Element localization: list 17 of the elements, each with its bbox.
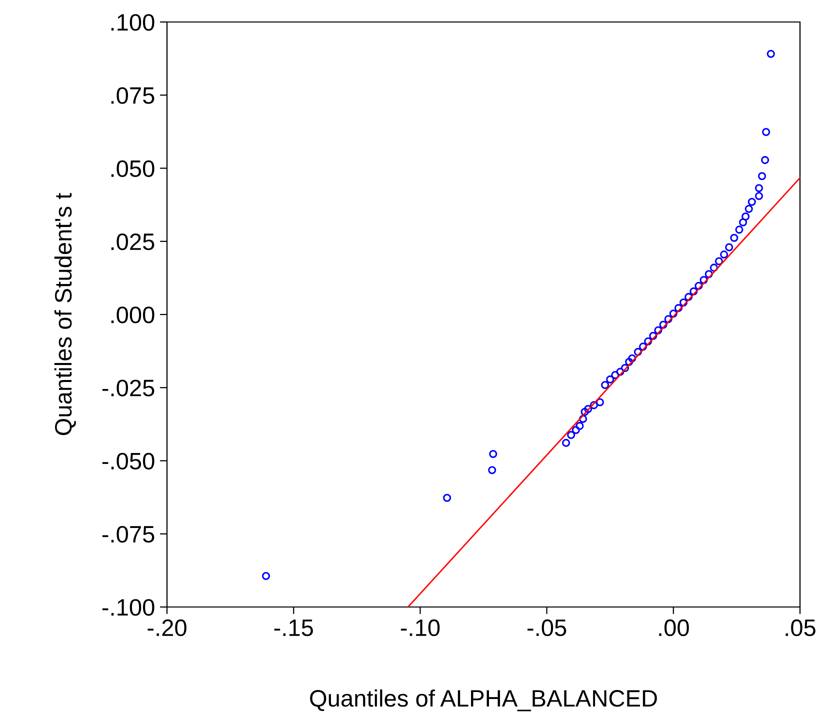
x-tick-label: -.15 (274, 620, 313, 636)
y-tick-label: -.025 (102, 380, 154, 396)
x-axis-title: Quantiles of ALPHA_BALANCED (310, 689, 657, 712)
y-tick-label: -.075 (102, 526, 154, 543)
y-tick-label: .075 (111, 87, 154, 104)
x-tick-label: -.20 (148, 619, 186, 636)
y-axis-title: Quantiles of Student's t (54, 192, 76, 436)
y-tick-label: .000 (111, 306, 154, 324)
x-tick-label: .00 (659, 619, 689, 636)
x-tick-label: -.05 (528, 619, 566, 636)
y-tick-label: -.100 (102, 599, 154, 616)
y-tick-label: -.050 (102, 452, 154, 470)
y-tick-label: .100 (111, 14, 154, 31)
x-tick-label: .05 (786, 619, 816, 636)
x-tick-label: -.10 (400, 619, 440, 636)
y-tick-label: .050 (111, 160, 154, 178)
y-tick-label: .025 (111, 233, 154, 250)
